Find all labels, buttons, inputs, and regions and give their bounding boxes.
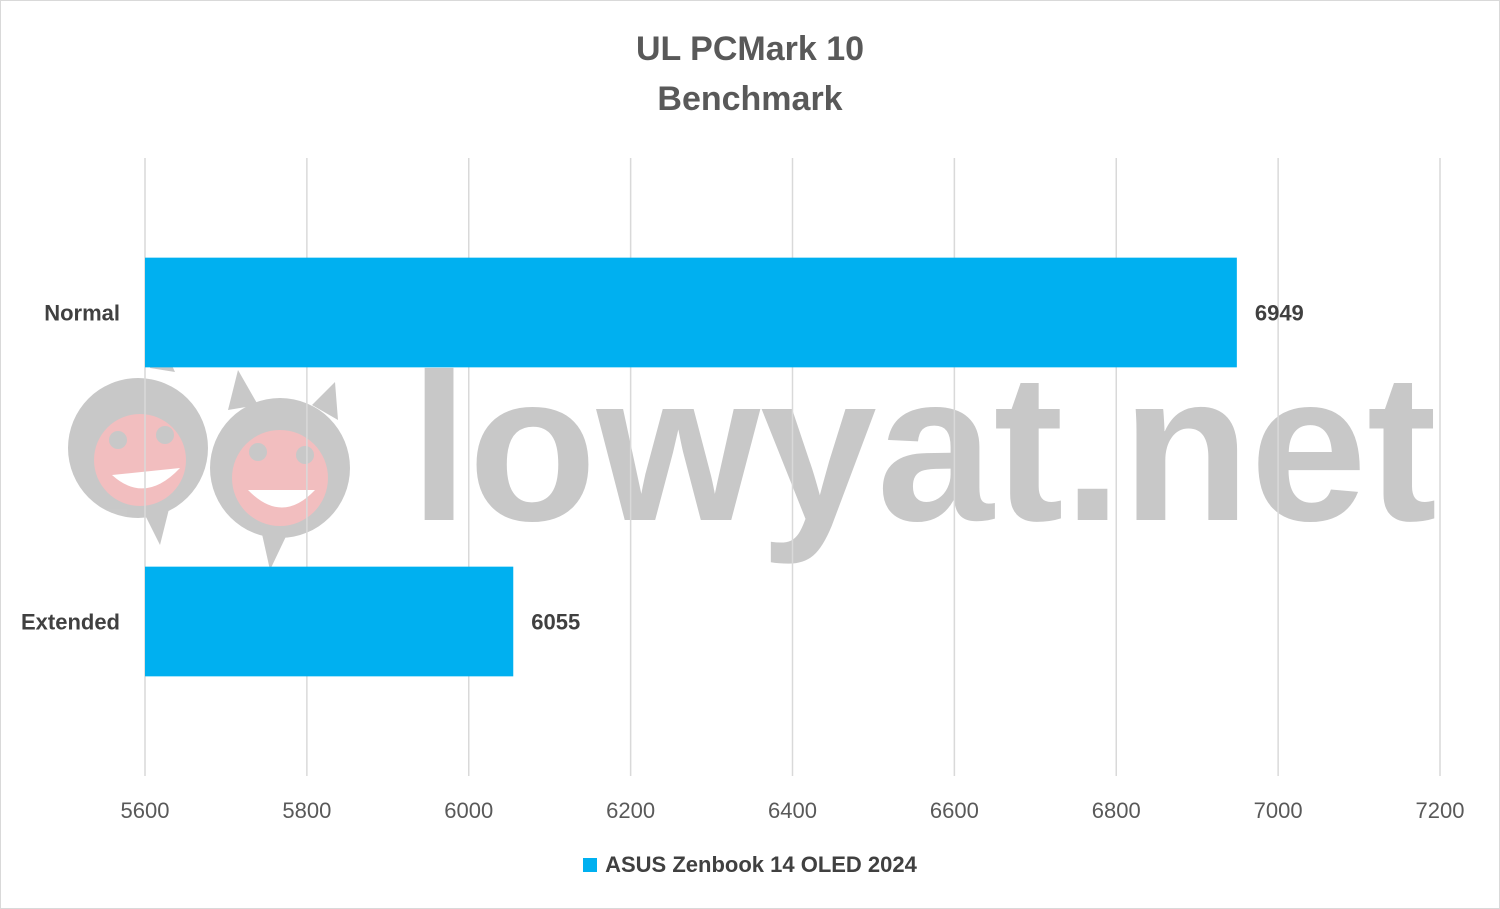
watermark-mascot-right-horn (312, 382, 338, 420)
x-tick-label: 6600 (930, 798, 979, 823)
watermark-mascot-left-eye (156, 426, 174, 444)
watermark-mascot-left-face (94, 414, 186, 506)
x-tick-label: 7200 (1416, 798, 1465, 823)
watermark-mascot-right-tail (260, 525, 290, 570)
watermark-mascot-right-face (232, 430, 328, 526)
data-labels: 6949 6055 (531, 301, 1304, 635)
x-tick-label: 5800 (282, 798, 331, 823)
chart-title-line-1: UL PCMark 10 (635, 30, 865, 68)
data-label-normal: 6949 (1255, 301, 1304, 326)
watermark-mascot-left-eye (109, 431, 127, 449)
watermark-text: lowyat.net (410, 330, 1437, 565)
watermark-mascot-right-eye (249, 443, 267, 461)
watermark-mascot-right-horn (228, 370, 258, 410)
legend: ASUS Zenbook 14 OLED 2024 (0, 852, 1500, 878)
bars (145, 257, 1237, 677)
watermark-mascot-left-mouth (112, 468, 180, 489)
bar-normal (145, 257, 1237, 368)
category-label-normal: Normal (44, 301, 120, 326)
legend-swatch (583, 858, 598, 872)
watermark-mascot-left-tail (140, 505, 170, 545)
category-labels: Normal Extended (21, 301, 120, 635)
bar-extended (145, 566, 514, 677)
data-label-extended: 6055 (531, 610, 580, 635)
x-tick-label: 6800 (1092, 798, 1141, 823)
x-tick-label: 6000 (444, 798, 493, 823)
x-tick-label: 7000 (1254, 798, 1303, 823)
chart-title: UL PCMark 10 Benchmark (0, 24, 1500, 124)
legend-label: ASUS Zenbook 14 OLED 2024 (605, 852, 917, 877)
x-tick-label: 6200 (606, 798, 655, 823)
watermark-mascot-right-mouth (248, 490, 315, 508)
chart-title-line-2: Benchmark (657, 80, 843, 118)
x-axis-tick-labels: 5600 5800 6000 6200 6400 6600 6800 7000 7200 (121, 798, 1465, 823)
x-tick-label: 6400 (768, 798, 817, 823)
category-label-extended: Extended (21, 610, 120, 635)
watermark-logo: lowyat.net (68, 330, 1437, 570)
x-tick-label: 5600 (121, 798, 170, 823)
watermark-mascot-right-eye (296, 446, 314, 464)
